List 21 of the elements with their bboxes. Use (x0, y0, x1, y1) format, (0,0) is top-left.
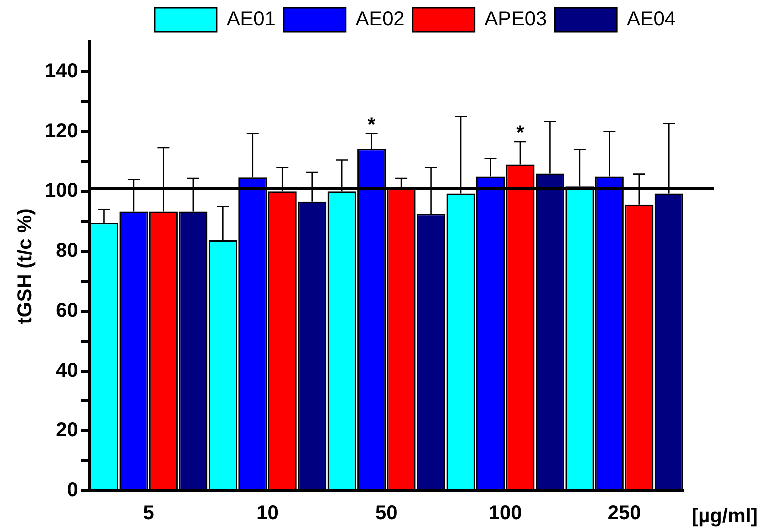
x-tick-label: 10 (256, 502, 279, 525)
y-tick-label: 40 (56, 360, 78, 382)
y-tick-label: 120 (44, 120, 78, 142)
legend-label: AE01 (226, 8, 276, 31)
legend-label: APE03 (484, 8, 548, 31)
x-tick-label: 250 (608, 502, 642, 525)
x-tick-label: 50 (376, 502, 398, 525)
y-tick-label: 80 (56, 240, 78, 262)
annotation: * (516, 122, 525, 144)
legend-label: AE02 (356, 8, 405, 31)
y-tick-label: 140 (44, 60, 78, 82)
x-tick-label: 100 (488, 502, 522, 525)
y-tick-label: 60 (56, 300, 78, 322)
x-axis-title: [µg/ml] (692, 506, 758, 528)
y-tick-label: 100 (44, 180, 78, 202)
y-tick-label: 0 (67, 480, 78, 502)
y-tick-label: 20 (56, 420, 78, 442)
y-axis-title: tGSH (t/c %) (14, 208, 37, 324)
x-tick-label: 5 (143, 502, 154, 525)
legend-label: AE04 (627, 8, 676, 31)
annotation: * (368, 114, 376, 136)
